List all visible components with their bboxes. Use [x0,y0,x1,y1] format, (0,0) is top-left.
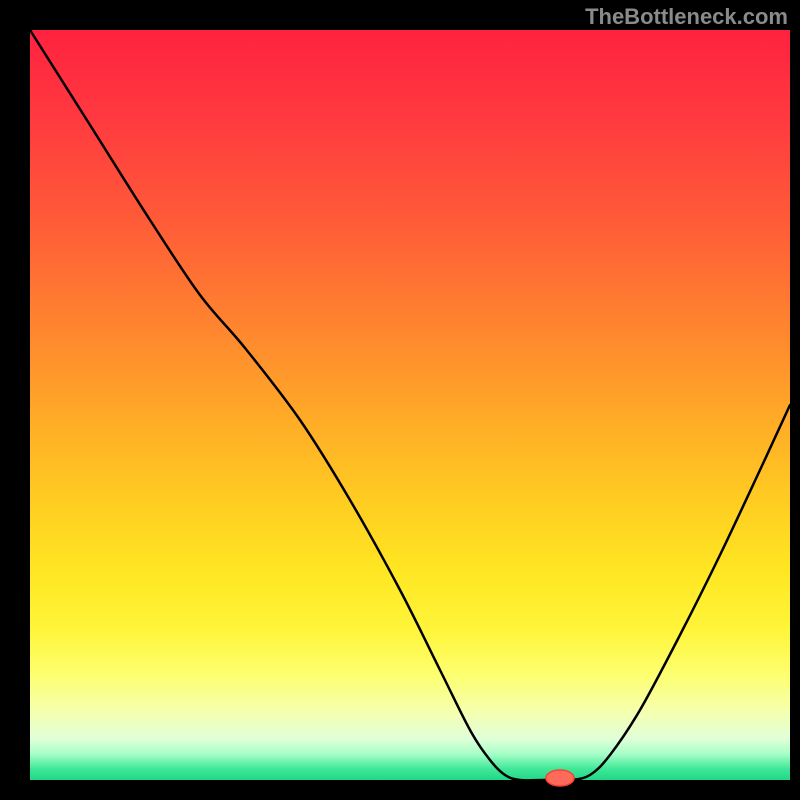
plot-background [30,30,790,780]
bottleneck-chart [0,0,800,800]
optimal-marker [546,770,574,786]
watermark-text: TheBottleneck.com [585,4,788,30]
